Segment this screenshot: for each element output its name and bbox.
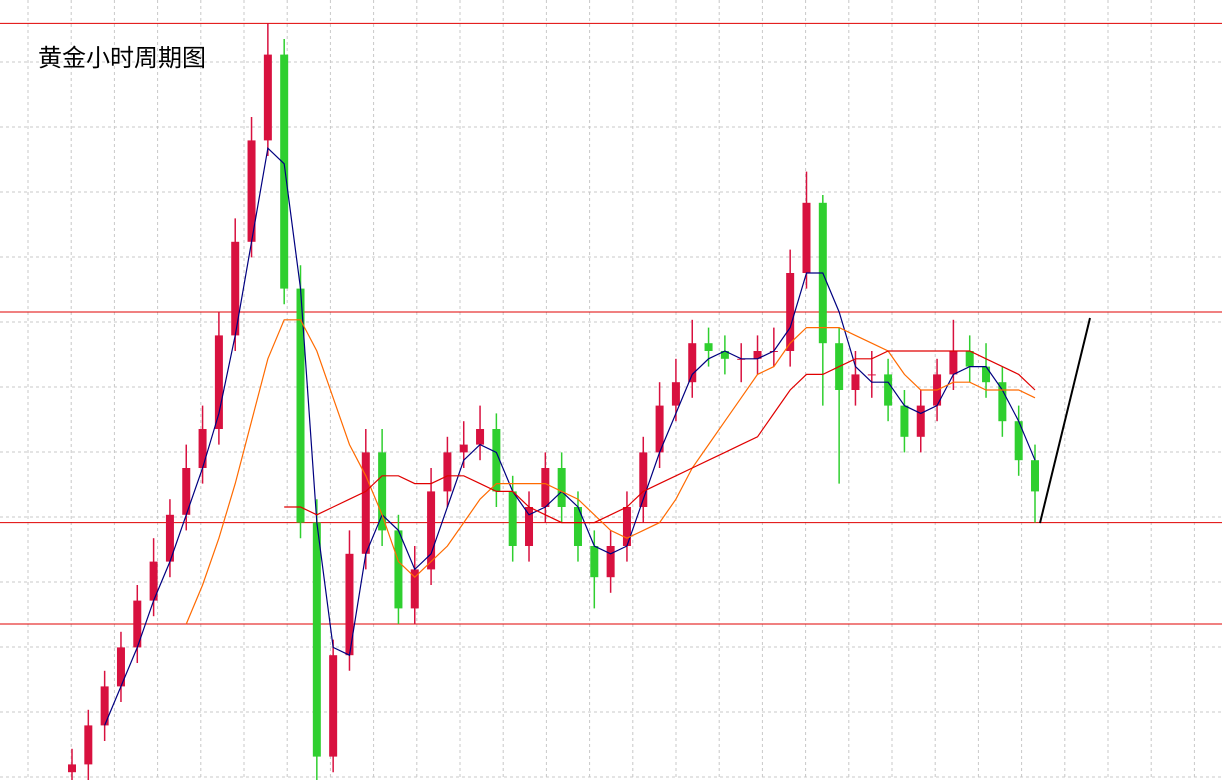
candle-body bbox=[525, 507, 534, 546]
candle-body bbox=[410, 569, 419, 609]
candle-body bbox=[949, 351, 958, 375]
candle-body bbox=[214, 335, 223, 429]
candle-body bbox=[247, 140, 256, 242]
candle-body bbox=[149, 561, 158, 601]
candle-body bbox=[427, 491, 436, 570]
candle-body bbox=[867, 374, 876, 376]
candle-body bbox=[916, 405, 925, 437]
candle-body bbox=[802, 202, 811, 273]
candle-body bbox=[1014, 421, 1023, 461]
candle-body bbox=[68, 764, 76, 773]
candle-body bbox=[639, 452, 648, 507]
candle-body bbox=[982, 366, 991, 383]
moving-average bbox=[104, 146, 1036, 726]
candle-body bbox=[900, 405, 909, 437]
candle-body bbox=[998, 382, 1007, 422]
candle-body bbox=[541, 468, 550, 507]
candle-body bbox=[1031, 460, 1039, 492]
candle-body bbox=[557, 468, 566, 507]
candle-body bbox=[312, 522, 321, 757]
candle-body bbox=[492, 429, 501, 492]
candle-body bbox=[100, 686, 109, 726]
candle-body bbox=[459, 444, 468, 453]
candle-body bbox=[394, 530, 403, 609]
candle-body bbox=[165, 514, 174, 562]
candle-body bbox=[688, 343, 697, 383]
candle-body bbox=[378, 452, 387, 531]
candle-body bbox=[606, 546, 615, 578]
chart-title: 黄金小时周期图 bbox=[38, 44, 206, 72]
candle-body bbox=[198, 429, 207, 468]
candle-body bbox=[884, 374, 893, 406]
candle-body bbox=[329, 655, 338, 757]
candle-body bbox=[280, 54, 289, 289]
candle-body bbox=[851, 374, 860, 390]
candle-body bbox=[622, 507, 631, 546]
moving-average bbox=[185, 319, 1036, 625]
candle-body bbox=[704, 343, 713, 351]
candle-body bbox=[84, 725, 93, 765]
candle-body bbox=[965, 351, 974, 367]
candle-body bbox=[720, 351, 729, 359]
candle-body bbox=[753, 351, 762, 359]
candle-body bbox=[361, 452, 370, 554]
candle-body bbox=[573, 507, 582, 546]
candle-body bbox=[655, 405, 664, 453]
trend-line bbox=[1039, 317, 1091, 524]
candle-body bbox=[263, 54, 272, 141]
candle-body bbox=[133, 600, 142, 648]
candle-body bbox=[116, 647, 125, 687]
candle-body bbox=[443, 452, 452, 492]
candle-body bbox=[231, 241, 240, 336]
candle-body bbox=[671, 382, 680, 406]
candle-body bbox=[590, 546, 599, 578]
candle-body bbox=[476, 429, 485, 445]
candle-body bbox=[182, 468, 191, 515]
candle-body bbox=[508, 491, 517, 546]
candle-body bbox=[786, 273, 795, 351]
moving-average bbox=[284, 350, 1036, 524]
candle-body bbox=[345, 553, 354, 656]
candle-body bbox=[296, 288, 305, 523]
